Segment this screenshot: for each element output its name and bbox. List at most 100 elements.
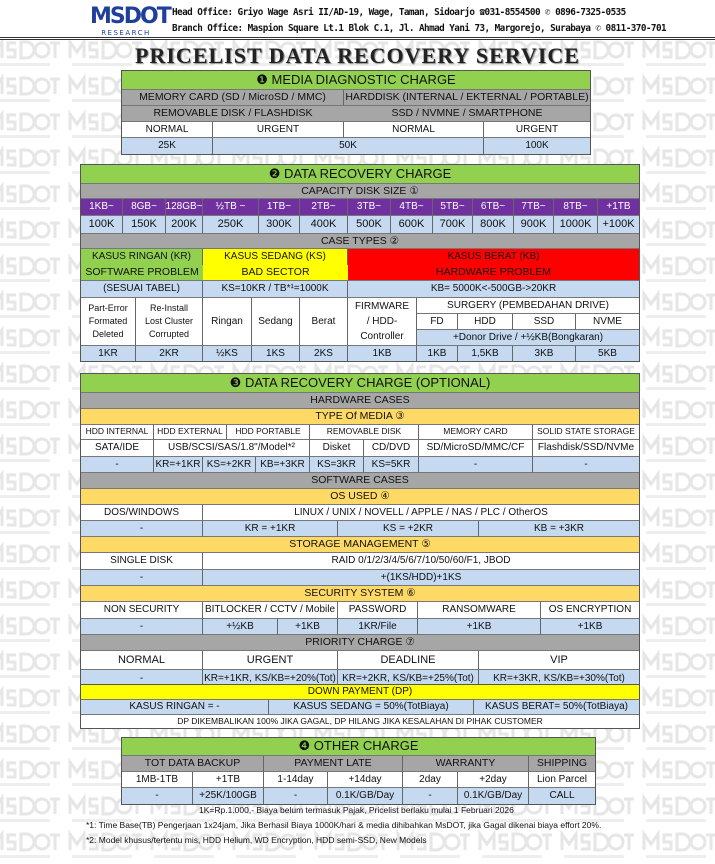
watermark-logo — [0, 397, 60, 426]
hardware-cases-title: HARDWARE CASES — [81, 393, 639, 409]
security-option: OS ENCRYPTION — [541, 602, 639, 619]
watermark-logo — [232, 38, 306, 66]
media-header: REMOVABLE DISK — [310, 425, 419, 440]
capacity-price: 400K — [300, 216, 348, 234]
pricing-note: 1K=Rp.1.000,- Biaya belum termasuk Pajak… — [199, 805, 514, 815]
page-title: PRICELIST DATA RECOVERY SERVICE — [135, 43, 580, 68]
letterhead: MSDOT RESEARCH Head Office: Griyo Wage As… — [0, 0, 715, 40]
price-cell: +1KB — [278, 619, 338, 635]
watermark-logo — [150, 38, 224, 66]
capacity-price: 150K — [123, 216, 166, 234]
capacity-label: 8TB~ — [554, 199, 598, 216]
price-cell: +1KB — [418, 619, 541, 635]
watermark-logo — [560, 829, 634, 858]
watermark-logo — [0, 181, 60, 210]
surgery-item: NVME — [576, 314, 639, 330]
section-title: ❹ OTHER CHARGE — [122, 738, 595, 756]
capacity-label: 3TB~ — [348, 199, 391, 216]
price-cell: - — [81, 670, 203, 687]
price-cell: KB = +3KR — [479, 521, 639, 537]
watermark-logo — [642, 253, 715, 282]
price-cell: 25K — [122, 138, 213, 154]
other-header: TOT DATA BACKUP — [122, 756, 264, 772]
watermark-logo — [0, 541, 60, 570]
price-cell: KR=+3KR, KS/KB=+30%(Tot) — [479, 670, 639, 687]
watermark-logo — [68, 38, 142, 66]
watermark-logo — [642, 505, 715, 534]
software-cases-title: SOFTWARE CASES — [81, 473, 639, 489]
section-title: ❸ DATA RECOVERY CHARGE (OPTIONAL) — [81, 374, 639, 393]
capacity-label: ½TB ~ — [203, 199, 259, 216]
kb-rule: KB= 5000K<-500GB->20KR — [348, 281, 639, 298]
price-cell: +1KB — [541, 619, 639, 635]
price-cell: +½KB — [203, 619, 278, 635]
capacity-price: 250K — [203, 216, 259, 234]
capacity-label: 7TB~ — [514, 199, 554, 216]
storage-option: RAID 0/1/2/3/4/5/6/7/10/50/60/F1, JBOD — [203, 553, 639, 570]
ks-name: KASUS SEDANG (KS) — [203, 249, 348, 265]
firmware-item: FIRMWARE / HDD- Controller — [348, 298, 417, 346]
watermark-logo — [0, 829, 60, 858]
watermark-logo — [314, 829, 388, 858]
other-option: +14day — [328, 772, 403, 788]
down-payment-section: DOWN PAYMENT (DP) KASUS RINGAN = - KASUS… — [80, 684, 640, 729]
price-cell: - — [81, 457, 154, 473]
capacity-label: 2TB~ — [300, 199, 348, 216]
watermark-logo — [642, 685, 715, 714]
section-title: ❷ DATA RECOVERY CHARGE — [81, 165, 639, 184]
other-option: 2day — [403, 772, 458, 788]
price-cell: 1,5KB — [458, 346, 513, 361]
capacity-label: 6TB~ — [473, 199, 514, 216]
watermark-logo — [642, 289, 715, 318]
priority-title: PRIORITY CHARGE ⑦ — [81, 635, 639, 651]
kr-item-line: Corrupted — [148, 329, 190, 340]
capacity-price-row: 100K 150K 200K 250K 300K 400K 500K 600K 700K 800K… — [81, 216, 639, 234]
capacity-label: 8GB~ — [123, 199, 166, 216]
price-cell: 1KB — [348, 346, 417, 361]
security-option: RANSOMWARE — [418, 602, 541, 619]
watermark-logo — [0, 289, 60, 318]
kr-rule: (SESUAI TABEL) — [81, 281, 203, 298]
head-office: Head Office: Griyo Wage Asri II/AD-19, W… — [172, 7, 626, 18]
capacity-label: 5TB~ — [433, 199, 473, 216]
price-cell: - — [81, 521, 203, 537]
watermark-logo — [150, 829, 224, 858]
capacity-price: +100K — [598, 216, 639, 234]
storage-option: SINGLE DISK — [81, 553, 203, 570]
kr-name: KASUS RINGAN (KR) — [81, 249, 203, 265]
ks-rule: KS=10KR / TB*¹=1000K — [203, 281, 348, 298]
msdot-logo: MSDOT RESEARCH — [90, 4, 172, 37]
watermark-logo — [0, 469, 60, 498]
storage-title: STORAGE MANAGEMENT ⑤ — [81, 537, 639, 553]
watermark-logo — [0, 757, 60, 786]
price-cell: +25K/100GB — [193, 788, 264, 804]
surgery-item: FD — [417, 314, 458, 330]
media-header: SOLID STATE STORAGE — [533, 425, 639, 440]
watermark-logo — [0, 109, 60, 138]
kr-item-line: Lost Cluster — [144, 315, 194, 326]
kb-name: KASUS BERAT (KB) — [447, 251, 540, 263]
watermark-logo — [642, 145, 715, 174]
priority-option: URGENT — [203, 651, 338, 670]
watermark-logo — [642, 613, 715, 642]
kr-item-line: Re-Install — [149, 302, 188, 313]
level-label: URGENT — [484, 122, 590, 138]
priority-option: DEADLINE — [338, 651, 479, 670]
media-header: MEMORY CARD — [419, 425, 533, 440]
capacity-price: 700K — [433, 216, 473, 234]
security-option: PASSWORD — [338, 602, 418, 619]
kr-desc: SOFTWARE PROBLEM — [81, 265, 203, 281]
watermark-logo — [0, 793, 60, 822]
watermark-logo — [314, 38, 388, 66]
kr-item-line: Formated — [88, 315, 128, 326]
kr-item: Re-Install Lost Cluster Corrupted — [136, 298, 203, 346]
capacity-price: 600K — [391, 216, 433, 234]
media-header: HDD EXTERNAL — [154, 425, 227, 440]
other-option: +2day — [458, 772, 529, 788]
ks-item: Berat — [300, 298, 348, 346]
media-diagnostic-section: ❶ MEDIA DIAGNOSTIC CHARGE MEMORY CARD (S… — [121, 70, 591, 155]
watermark-logo — [0, 145, 60, 174]
price-cell: 1KR — [81, 346, 136, 361]
watermark-logo — [642, 361, 715, 390]
price-cell: 50K — [213, 138, 484, 154]
